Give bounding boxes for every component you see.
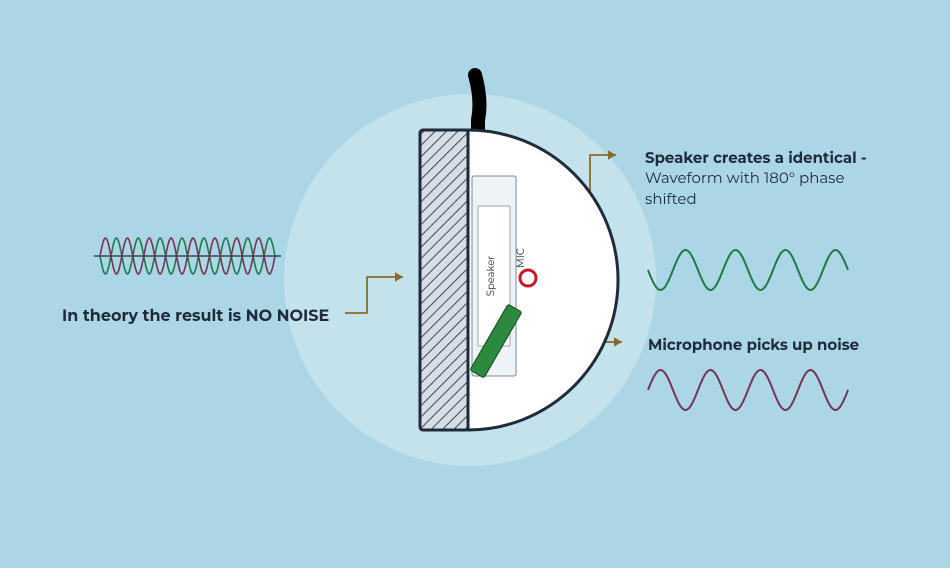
microphone-noise-label: Microphone picks up noise <box>648 335 859 355</box>
headphone-pad <box>420 130 468 430</box>
headphone-cable <box>475 75 479 130</box>
speaker-creates-label: Speaker creates a identical - Waveform w… <box>645 148 925 209</box>
result-no-noise-label: In theory the result is NO NOISE <box>62 306 329 328</box>
speaker-creates-line2: Waveform with 180° phase <box>645 168 845 187</box>
mic-label: MIC <box>514 248 527 268</box>
diagram-canvas: Speaker MIC In theory the result is NO NO… <box>0 0 950 568</box>
diagram-svg: Speaker MIC <box>0 0 950 568</box>
speaker-creates-line3: shifted <box>645 189 697 208</box>
speaker-label: Speaker <box>484 256 497 297</box>
speaker-creates-line1: Speaker creates a identical - <box>645 148 867 167</box>
